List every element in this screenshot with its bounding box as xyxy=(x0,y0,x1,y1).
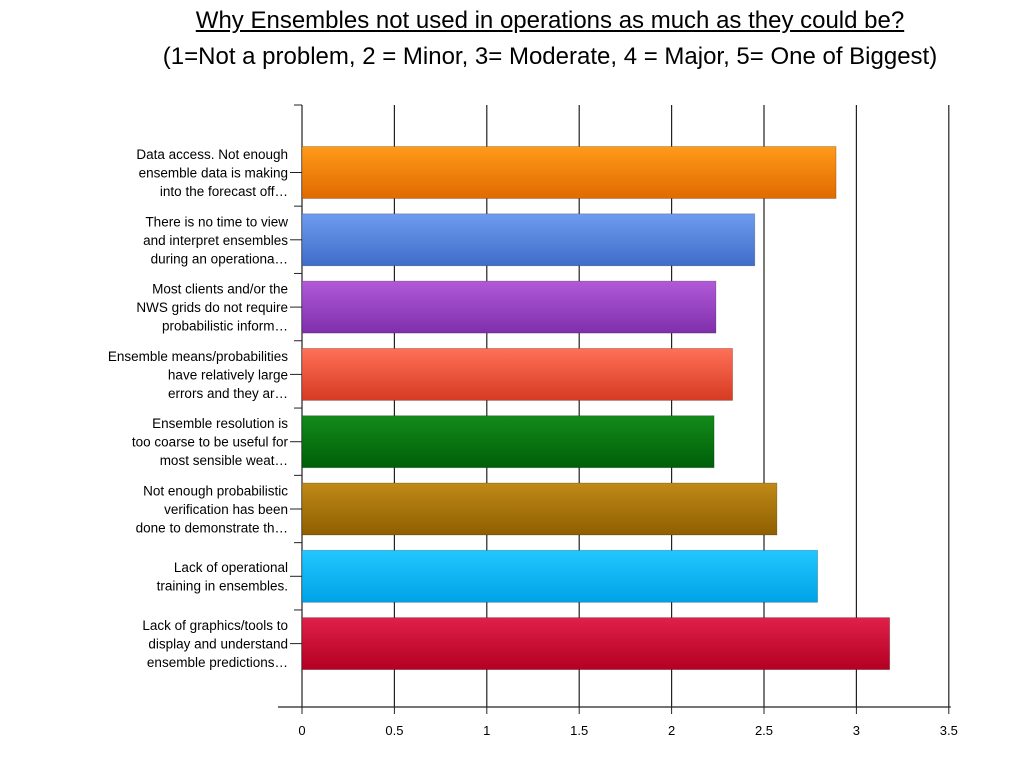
category-label: into the forecast off… xyxy=(160,184,288,199)
category-label: ensemble predictions… xyxy=(147,655,288,670)
x-tick-label: 0.5 xyxy=(385,723,403,738)
chart-subtitle: (1=Not a problem, 2 = Minor, 3= Moderate… xyxy=(162,43,938,70)
category-label: and interpret ensembles xyxy=(143,233,288,248)
chart-title: Why Ensembles not used in operations as … xyxy=(195,7,905,34)
x-tick-label: 1 xyxy=(483,723,490,738)
bar xyxy=(301,482,778,536)
category-label: Ensemble resolution is xyxy=(152,416,288,431)
category-label: probabilistic inform… xyxy=(162,319,288,334)
category-label: Lack of operational xyxy=(174,560,288,575)
category-label: Most clients and/or the xyxy=(152,282,288,297)
bar xyxy=(301,617,891,670)
x-tick-label: 3 xyxy=(853,723,860,738)
category-label: most sensible weat… xyxy=(160,453,288,468)
x-tick-label: 2.5 xyxy=(755,723,773,738)
category-label: display and understand xyxy=(148,637,288,652)
category-label: There is no time to view xyxy=(145,214,288,229)
category-label: Lack of graphics/tools to xyxy=(142,618,288,633)
category-label: too coarse to be useful for xyxy=(132,435,289,450)
category-label: verification has been xyxy=(164,502,288,517)
category-label: Data access. Not enough xyxy=(136,147,288,162)
category-label: Ensemble means/probabilities xyxy=(108,349,288,364)
x-tick-label: 0 xyxy=(298,723,305,738)
category-label: have relatively large xyxy=(168,367,288,382)
x-tick-label: 3.5 xyxy=(940,723,958,738)
category-label: done to demonstrate th… xyxy=(136,521,288,536)
category-label: training in ensembles. xyxy=(157,579,288,594)
category-label: ensemble data is making xyxy=(139,166,288,181)
bar xyxy=(301,146,837,199)
bar xyxy=(301,415,715,469)
bar xyxy=(301,213,756,267)
bar xyxy=(301,280,717,334)
x-tick-label: 1.5 xyxy=(570,723,588,738)
bar xyxy=(301,549,818,603)
bar xyxy=(301,347,733,401)
category-label: during an operationa… xyxy=(151,251,288,266)
category-label: errors and they ar… xyxy=(168,386,288,401)
x-tick-label: 2 xyxy=(668,723,675,738)
category-label: NWS grids do not require xyxy=(136,300,288,315)
category-label: Not enough probabilistic xyxy=(143,484,288,499)
